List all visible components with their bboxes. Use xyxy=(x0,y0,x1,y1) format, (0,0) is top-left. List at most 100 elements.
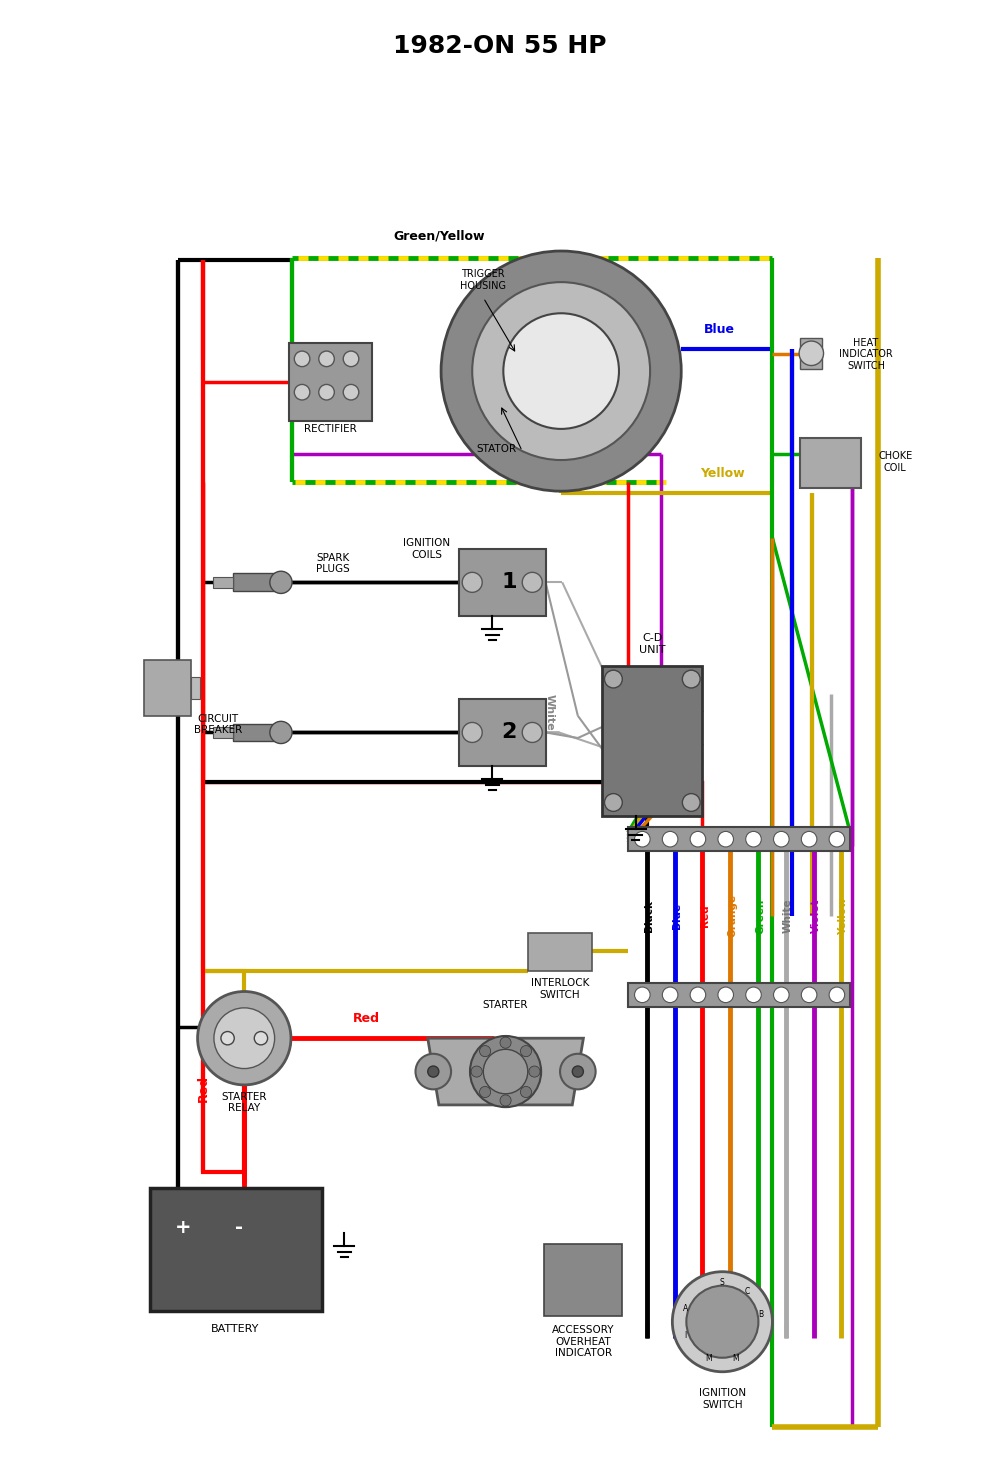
Circle shape xyxy=(441,251,681,492)
Text: 1982-ON 55 HP: 1982-ON 55 HP xyxy=(393,34,607,59)
Text: INTERLOCK
SWITCH: INTERLOCK SWITCH xyxy=(531,979,589,999)
Text: CHOKE
COIL: CHOKE COIL xyxy=(878,452,912,472)
Circle shape xyxy=(522,573,542,592)
Text: RECTIFIER: RECTIFIER xyxy=(304,424,356,434)
Text: S: S xyxy=(720,1278,725,1287)
Text: ACCESSORY
OVERHEAT
INDICATOR: ACCESSORY OVERHEAT INDICATOR xyxy=(552,1325,615,1358)
Text: Blue: Blue xyxy=(703,322,734,335)
Circle shape xyxy=(774,831,789,847)
Circle shape xyxy=(560,1054,596,1089)
Circle shape xyxy=(415,1054,451,1089)
Text: 2: 2 xyxy=(501,722,517,742)
Bar xyxy=(191,677,200,700)
Circle shape xyxy=(294,351,310,366)
Bar xyxy=(459,700,546,766)
Circle shape xyxy=(343,351,359,366)
Circle shape xyxy=(472,282,650,461)
Text: Blue: Blue xyxy=(672,903,682,928)
Circle shape xyxy=(682,670,700,688)
Circle shape xyxy=(343,384,359,400)
Circle shape xyxy=(662,831,678,847)
Circle shape xyxy=(572,1066,583,1077)
Circle shape xyxy=(503,313,619,430)
Text: M: M xyxy=(706,1353,712,1362)
Circle shape xyxy=(471,1066,482,1077)
Circle shape xyxy=(270,571,292,593)
Circle shape xyxy=(690,831,706,847)
Text: BATTERY: BATTERY xyxy=(211,1324,260,1334)
Text: IGNITION
SWITCH: IGNITION SWITCH xyxy=(699,1389,746,1410)
Text: Yellow: Yellow xyxy=(839,897,849,934)
Circle shape xyxy=(319,351,334,366)
Text: STARTER: STARTER xyxy=(483,1001,528,1011)
Bar xyxy=(233,723,278,741)
Circle shape xyxy=(690,987,706,1002)
Bar xyxy=(544,1244,622,1317)
Circle shape xyxy=(198,992,291,1085)
Text: M: M xyxy=(732,1353,739,1362)
Bar xyxy=(800,338,822,369)
Text: -: - xyxy=(235,1218,243,1237)
Circle shape xyxy=(462,573,482,592)
Text: Black: Black xyxy=(644,900,654,931)
Text: Violet: Violet xyxy=(811,899,821,933)
Circle shape xyxy=(221,1032,234,1045)
Circle shape xyxy=(799,341,824,366)
Circle shape xyxy=(254,1032,268,1045)
Circle shape xyxy=(829,831,845,847)
Circle shape xyxy=(635,831,650,847)
Bar xyxy=(289,344,372,421)
Bar xyxy=(800,438,861,489)
Circle shape xyxy=(214,1008,275,1069)
Circle shape xyxy=(270,722,292,744)
Text: C: C xyxy=(745,1287,750,1296)
Text: I: I xyxy=(685,1330,687,1340)
Circle shape xyxy=(462,722,482,742)
Circle shape xyxy=(520,1086,532,1098)
Circle shape xyxy=(480,1045,491,1057)
Circle shape xyxy=(682,794,700,812)
Bar xyxy=(628,827,850,852)
Text: A: A xyxy=(683,1303,688,1312)
Circle shape xyxy=(500,1095,511,1106)
Circle shape xyxy=(801,831,817,847)
Text: White: White xyxy=(545,694,555,731)
Text: Green/Yellow: Green/Yellow xyxy=(393,229,485,242)
Text: CIRCUIT
BREAKER: CIRCUIT BREAKER xyxy=(194,714,242,735)
Circle shape xyxy=(480,1086,491,1098)
Text: C-D
UNIT: C-D UNIT xyxy=(639,633,666,655)
Circle shape xyxy=(718,987,733,1002)
Circle shape xyxy=(746,831,761,847)
Circle shape xyxy=(520,1045,532,1057)
Bar xyxy=(144,660,191,716)
Text: STARTER
RELAY: STARTER RELAY xyxy=(222,1092,267,1113)
Circle shape xyxy=(294,384,310,400)
Circle shape xyxy=(801,987,817,1002)
Text: TRIGGER
HOUSING: TRIGGER HOUSING xyxy=(460,270,506,291)
Bar xyxy=(150,1188,322,1311)
Bar xyxy=(628,983,850,1007)
Text: B: B xyxy=(758,1311,763,1320)
Bar xyxy=(213,726,233,738)
Text: STATOR: STATOR xyxy=(477,444,517,455)
Text: +: + xyxy=(175,1218,191,1237)
Circle shape xyxy=(483,1049,528,1094)
Text: SPARK
PLUGS: SPARK PLUGS xyxy=(316,552,350,574)
Circle shape xyxy=(718,831,733,847)
Circle shape xyxy=(746,987,761,1002)
Circle shape xyxy=(605,670,622,688)
Circle shape xyxy=(500,1038,511,1048)
Text: Red: Red xyxy=(197,1075,210,1101)
Circle shape xyxy=(686,1286,758,1358)
Circle shape xyxy=(605,794,622,812)
Text: White: White xyxy=(783,899,793,933)
Circle shape xyxy=(428,1066,439,1077)
Text: Green: Green xyxy=(755,899,765,933)
Circle shape xyxy=(470,1036,541,1107)
Bar xyxy=(459,549,546,615)
Bar xyxy=(213,577,233,587)
Text: HEAT
INDICATOR
SWITCH: HEAT INDICATOR SWITCH xyxy=(839,338,893,370)
Text: Orange: Orange xyxy=(727,894,737,937)
Text: IGNITION
COILS: IGNITION COILS xyxy=(403,539,450,559)
Bar xyxy=(233,574,278,592)
